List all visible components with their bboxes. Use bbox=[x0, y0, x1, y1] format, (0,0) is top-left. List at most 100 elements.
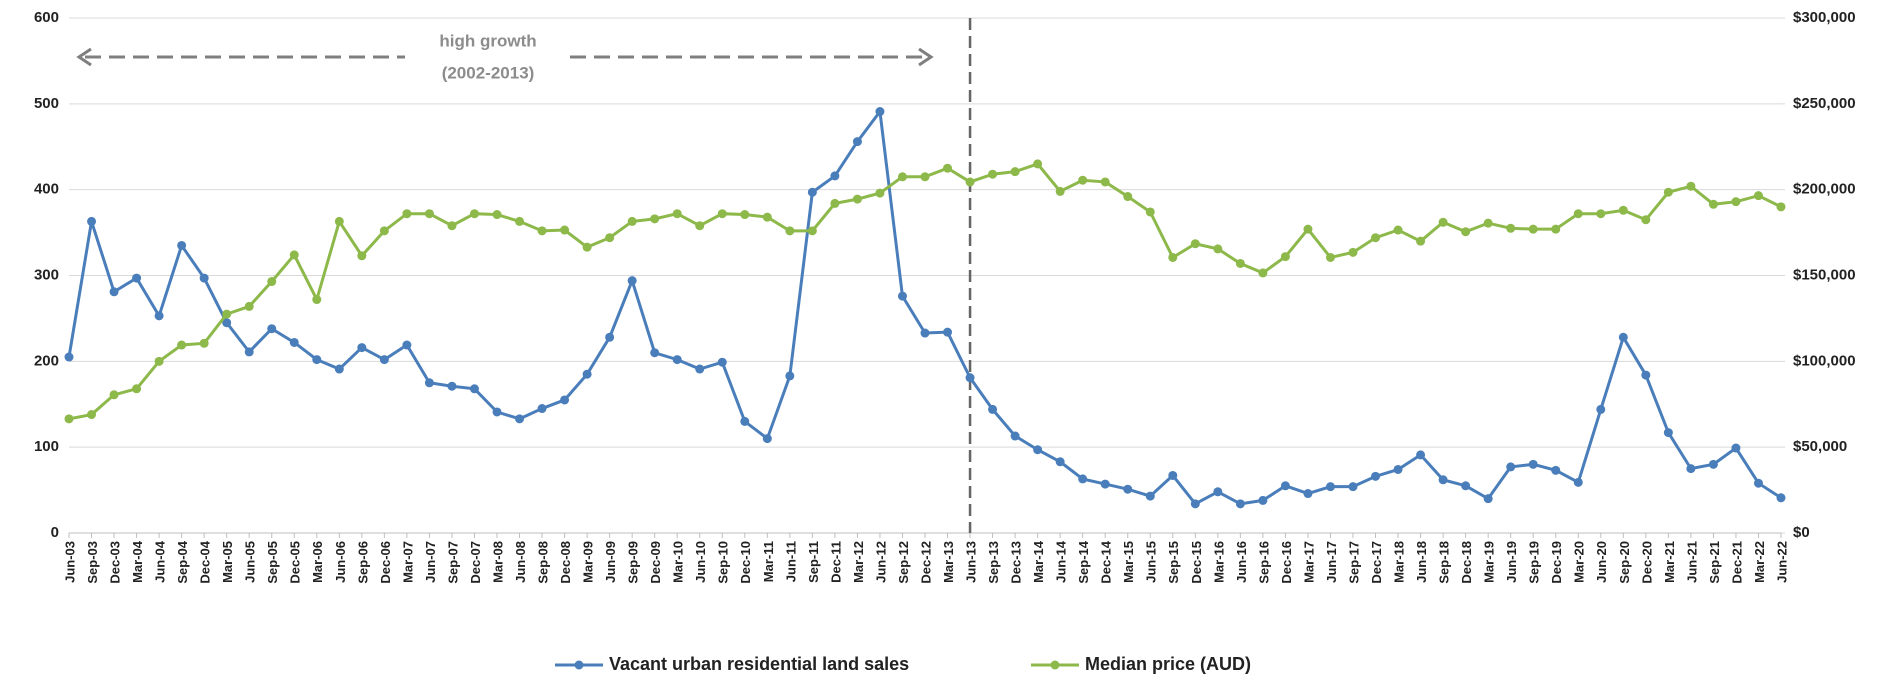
data-point bbox=[807, 226, 817, 236]
data-point bbox=[132, 273, 142, 283]
data-point bbox=[988, 404, 998, 414]
data-point bbox=[1280, 252, 1290, 262]
data-point bbox=[1618, 332, 1628, 342]
x-tick-label: Mar-10 bbox=[671, 541, 686, 583]
data-point bbox=[1573, 209, 1583, 219]
data-point bbox=[267, 277, 277, 287]
data-point bbox=[1123, 484, 1133, 494]
data-point bbox=[87, 410, 97, 420]
data-point bbox=[424, 378, 434, 388]
data-point bbox=[920, 328, 930, 338]
data-point bbox=[312, 295, 322, 305]
data-point bbox=[289, 250, 299, 260]
data-point bbox=[1393, 464, 1403, 474]
x-tick-label: Jun-16 bbox=[1234, 541, 1249, 583]
data-point bbox=[650, 348, 660, 358]
data-point bbox=[109, 390, 119, 400]
data-point bbox=[1010, 167, 1020, 177]
x-tick-label: Dec-20 bbox=[1639, 541, 1654, 584]
data-point bbox=[1483, 494, 1493, 504]
data-point bbox=[1100, 177, 1110, 187]
data-point bbox=[515, 414, 525, 424]
x-tick-label: Dec-15 bbox=[1189, 541, 1204, 584]
arrow-head bbox=[918, 47, 934, 67]
data-point bbox=[717, 209, 727, 219]
data-point bbox=[1168, 252, 1178, 262]
annotation: (2002-2013) bbox=[442, 63, 535, 82]
data-point bbox=[199, 338, 209, 348]
x-tick-label: Sep-12 bbox=[896, 541, 911, 584]
data-point bbox=[1731, 443, 1741, 453]
data-point bbox=[357, 343, 367, 353]
data-point bbox=[469, 384, 479, 394]
data-point bbox=[943, 163, 953, 173]
data-point bbox=[1708, 459, 1718, 469]
data-point bbox=[154, 356, 164, 366]
data-point bbox=[1213, 244, 1223, 254]
x-tick-label: Mar-16 bbox=[1211, 541, 1226, 583]
data-point bbox=[447, 221, 457, 231]
x-tick-label: Sep-16 bbox=[1256, 541, 1271, 584]
x-tick-label: Dec-14 bbox=[1099, 540, 1114, 583]
legend-marker bbox=[1050, 660, 1060, 670]
x-tick-label: Sep-21 bbox=[1707, 541, 1722, 584]
data-point bbox=[717, 357, 727, 367]
data-point bbox=[1506, 462, 1516, 472]
y2-tick-label: $100,000 bbox=[1793, 352, 1856, 369]
data-point bbox=[1686, 464, 1696, 474]
data-point bbox=[627, 216, 637, 226]
x-tick-label: Jun-04 bbox=[153, 540, 168, 583]
x-tick-label: Dec-17 bbox=[1369, 541, 1384, 584]
data-point bbox=[1325, 482, 1335, 492]
data-point bbox=[1123, 192, 1133, 202]
data-point bbox=[87, 216, 97, 226]
y2-tick-label: $0 bbox=[1793, 524, 1810, 541]
data-point bbox=[244, 301, 254, 311]
data-point bbox=[1190, 499, 1200, 509]
data-point bbox=[965, 373, 975, 383]
data-point bbox=[582, 242, 592, 252]
data-point bbox=[334, 216, 344, 226]
x-tick-label: Jun-03 bbox=[62, 541, 77, 583]
x-tick-label: Dec-18 bbox=[1459, 541, 1474, 584]
data-point bbox=[1258, 495, 1268, 505]
x-tick-label: Dec-16 bbox=[1279, 541, 1294, 584]
legend-marker bbox=[574, 660, 584, 670]
x-tick-label: Dec-09 bbox=[648, 541, 663, 584]
data-point bbox=[560, 395, 570, 405]
x-tick-label: Mar-17 bbox=[1301, 541, 1316, 583]
y-tick-label: 200 bbox=[34, 352, 59, 369]
x-tick-label: Sep-15 bbox=[1166, 541, 1181, 584]
data-point bbox=[1663, 428, 1673, 438]
x-tick-label: Dec-13 bbox=[1009, 541, 1024, 584]
x-tick-label: Sep-07 bbox=[445, 541, 460, 584]
data-point bbox=[785, 371, 795, 381]
data-point bbox=[1731, 197, 1741, 207]
x-tick-label: Dec-10 bbox=[738, 541, 753, 584]
x-tick-label: Mar-19 bbox=[1482, 541, 1497, 583]
data-point bbox=[605, 332, 615, 342]
data-point bbox=[672, 355, 682, 365]
x-tick-label: Jun-22 bbox=[1774, 541, 1789, 583]
x-tick-label: Jun-07 bbox=[423, 541, 438, 583]
data-point bbox=[1461, 481, 1471, 491]
series-line bbox=[68, 162, 1782, 421]
data-point bbox=[672, 209, 682, 219]
x-tick-label: Jun-12 bbox=[873, 541, 888, 583]
data-point bbox=[1258, 268, 1268, 278]
data-point bbox=[1371, 233, 1381, 243]
data-point bbox=[1055, 457, 1065, 467]
data-point bbox=[1551, 465, 1561, 475]
data-point bbox=[740, 210, 750, 220]
data-point bbox=[852, 137, 862, 147]
series-line bbox=[67, 107, 1782, 506]
data-point bbox=[1708, 199, 1718, 209]
y2-tick-label: $50,000 bbox=[1793, 438, 1847, 455]
data-point bbox=[943, 327, 953, 337]
y-tick-label: 0 bbox=[51, 524, 59, 541]
data-point bbox=[605, 233, 615, 243]
data-point bbox=[289, 337, 299, 347]
x-tick-label: Mar-12 bbox=[851, 541, 866, 583]
x-tick-label: Dec-21 bbox=[1729, 541, 1744, 584]
data-point bbox=[830, 171, 840, 181]
